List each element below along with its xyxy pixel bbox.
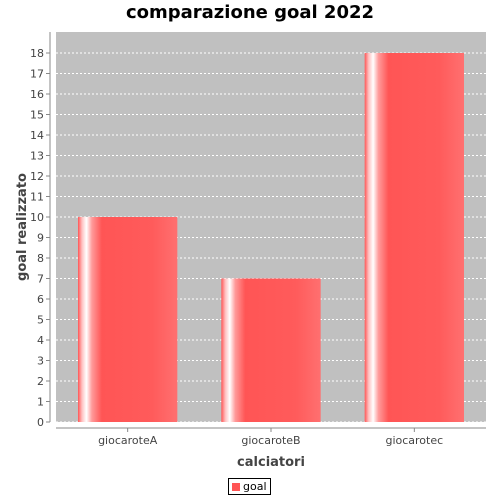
y-tick-label: 17 [30, 68, 44, 81]
legend-label: goal [243, 480, 267, 493]
legend: goal [228, 478, 271, 495]
x-tick-label: giocaroteA [98, 434, 158, 447]
bar-giocaroteA [78, 217, 178, 422]
y-tick-label: 2 [37, 375, 44, 388]
legend-swatch [232, 482, 240, 491]
bar-giocarotec [364, 53, 464, 422]
y-tick-label: 10 [30, 211, 44, 224]
y-tick-label: 16 [30, 88, 44, 101]
chart-title: comparazione goal 2022 [125, 2, 375, 23]
y-tick-label: 9 [37, 232, 44, 245]
y-tick-label: 0 [37, 416, 44, 429]
y-tick-label: 13 [30, 150, 44, 163]
y-tick-label: 5 [37, 314, 44, 327]
bars [78, 53, 464, 422]
y-tick-label: 3 [37, 355, 44, 368]
y-tick-label: 14 [30, 129, 44, 142]
bar-giocaroteB [221, 278, 321, 422]
y-tick-label: 1 [37, 396, 44, 409]
y-tick-label: 18 [30, 47, 44, 60]
y-tick-label: 6 [37, 293, 44, 306]
x-tick-label: giocarotec [385, 434, 443, 447]
x-tick-label: giocaroteB [241, 434, 300, 447]
y-tick-label: 15 [30, 109, 44, 122]
y-tick-label: 11 [30, 191, 44, 204]
x-axis-title: calciatori [237, 455, 305, 470]
y-axis-title: goal realizzato [15, 173, 30, 281]
y-tick-label: 8 [37, 252, 44, 265]
x-labels: giocaroteA giocaroteB giocarotec [98, 428, 443, 447]
y-tick-label: 4 [37, 334, 44, 347]
y-tick-label: 7 [37, 273, 44, 286]
y-tick-label: 12 [30, 170, 44, 183]
